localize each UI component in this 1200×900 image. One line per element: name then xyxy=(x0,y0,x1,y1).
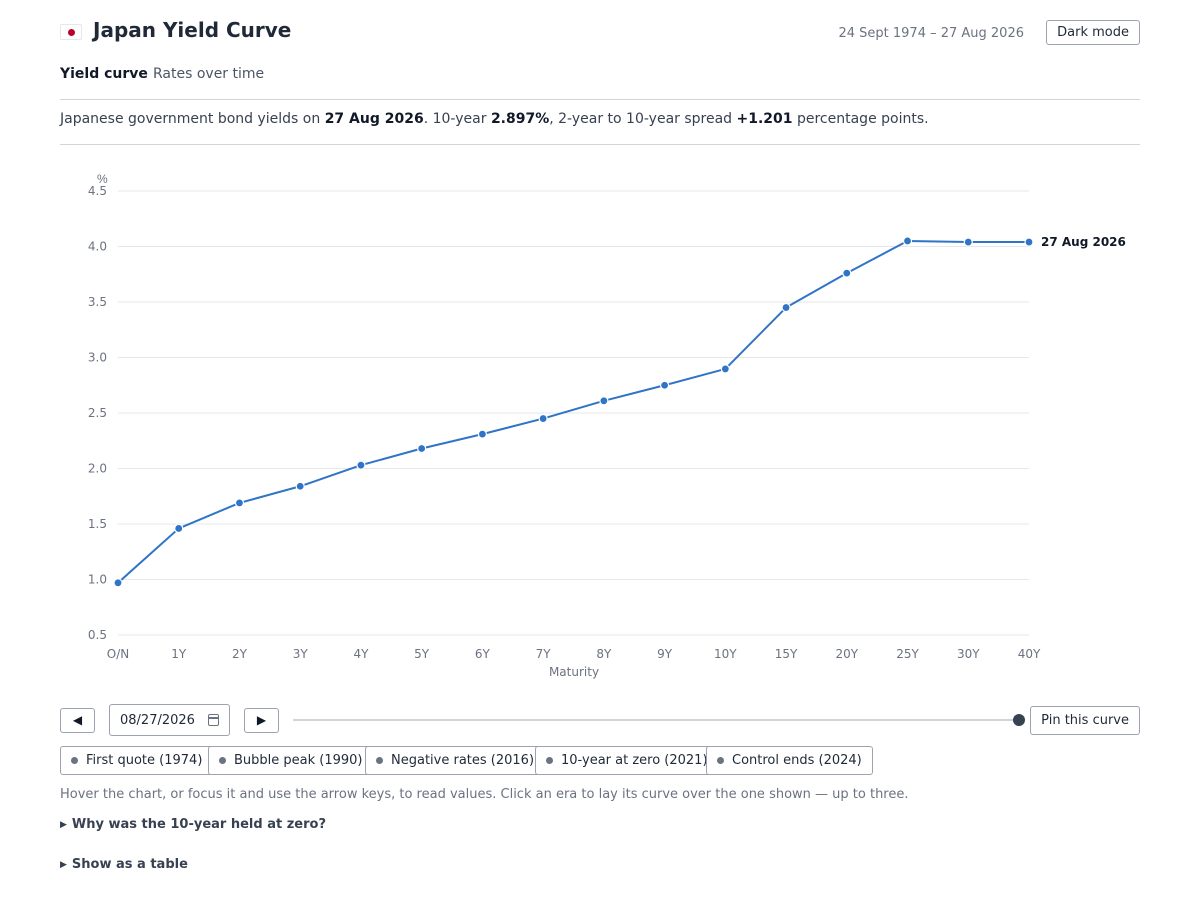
date-input[interactable]: 08/27/2026 xyxy=(109,704,230,736)
x-tick-label: 8Y xyxy=(596,647,612,661)
summary-ten-year: 2.897% xyxy=(490,111,550,127)
data-point[interactable] xyxy=(720,364,730,374)
summary-text: Japanese government bond yields on 27 Au… xyxy=(60,111,929,127)
x-tick-label: 5Y xyxy=(414,647,430,661)
details-ten-year-zero[interactable]: ▶ Why was the 10-year held at zero? xyxy=(60,817,326,832)
summary-spread: +1.201 xyxy=(736,111,793,127)
data-point[interactable] xyxy=(234,498,245,508)
era-dot-icon xyxy=(219,757,226,764)
data-point[interactable] xyxy=(963,237,973,247)
y-tick-label: 0.5 xyxy=(88,628,107,642)
date-input-value: 08/27/2026 xyxy=(120,713,195,728)
data-point[interactable] xyxy=(781,302,791,313)
era-dot-icon xyxy=(376,757,383,764)
y-tick-label: 2.0 xyxy=(88,462,107,476)
data-point[interactable] xyxy=(1024,237,1034,247)
series-line xyxy=(117,239,1029,584)
data-point[interactable] xyxy=(295,481,305,491)
japan-flag-icon xyxy=(60,24,82,40)
summary-date: 27 Aug 2026 xyxy=(324,111,424,127)
x-tick-label: 25Y xyxy=(896,647,919,661)
data-point[interactable] xyxy=(842,268,852,278)
series-end-label: 27 Aug 2026 xyxy=(1041,235,1126,249)
x-tick-label: 20Y xyxy=(835,647,858,661)
date-range: 24 Sept 1974 – 27 Aug 2026 xyxy=(838,26,1024,41)
x-tick-label: 10Y xyxy=(714,647,737,661)
data-point[interactable] xyxy=(659,380,670,390)
y-tick-label: 4.5 xyxy=(88,184,107,198)
x-tick-label: 9Y xyxy=(657,647,673,661)
data-point[interactable] xyxy=(113,578,123,588)
data-point[interactable] xyxy=(417,443,427,454)
y-axis: 0.5 1.0 1.5 2.0 2.5 3.0 3.5 4.0 4.5 xyxy=(88,184,107,642)
x-axis: O/N 1Y 2Y 3Y 4Y 5Y 6Y 7Y 8Y 9Y 10Y 15Y 20Y 25Y 30Y 40Y xyxy=(107,647,1041,661)
era-first-quote-button[interactable]: First quote (1974) xyxy=(60,746,214,775)
x-tick-label: 7Y xyxy=(536,647,552,661)
y-tick-label: 1.5 xyxy=(88,517,107,531)
data-point[interactable] xyxy=(174,523,184,534)
era-ten-year-zero-button[interactable]: 10-year at zero (2021) xyxy=(535,746,719,775)
data-point[interactable] xyxy=(538,413,548,424)
x-tick-label: 40Y xyxy=(1018,647,1041,661)
era-dot-icon xyxy=(71,757,78,764)
x-tick-label: 3Y xyxy=(293,647,309,661)
x-tick-label: 1Y xyxy=(171,647,187,661)
header: Japan Yield Curve 24 Sept 1974 – 27 Aug … xyxy=(60,18,1140,48)
x-tick-label: 30Y xyxy=(957,647,980,661)
tab-rates-over-time[interactable]: Rates over time xyxy=(153,66,265,82)
y-tick-label: 4.0 xyxy=(88,240,107,254)
series-layer: 27 Aug 2026 xyxy=(113,235,1126,588)
x-tick-label: 6Y xyxy=(475,647,491,661)
date-controls: ◀ 08/27/2026 ▶ Pin this curve xyxy=(60,704,1140,736)
y-axis-unit: % xyxy=(97,172,108,186)
disclosure-triangle-icon: ▶ xyxy=(60,860,67,870)
details-show-table[interactable]: ▶ Show as a table xyxy=(60,857,188,872)
x-axis-title: Maturity xyxy=(549,665,599,679)
date-slider-thumb[interactable] xyxy=(1013,714,1025,726)
x-tick-label: 15Y xyxy=(775,647,798,661)
data-point[interactable] xyxy=(356,460,366,470)
next-date-button[interactable]: ▶ xyxy=(244,708,279,733)
y-tick-label: 3.0 xyxy=(88,351,107,365)
calendar-icon[interactable] xyxy=(208,714,219,726)
era-negative-rates-button[interactable]: Negative rates (2016) xyxy=(365,746,546,775)
x-tick-label: 2Y xyxy=(232,647,248,661)
x-tick-label: O/N xyxy=(107,647,129,661)
x-tick-label: 4Y xyxy=(353,647,369,661)
grid xyxy=(118,190,1029,636)
data-point[interactable] xyxy=(599,396,609,406)
dark-mode-button[interactable]: Dark mode xyxy=(1046,20,1140,45)
usage-hint: Hover the chart, or focus it and use the… xyxy=(60,787,909,802)
disclosure-triangle-icon: ▶ xyxy=(60,820,67,830)
page-title: Japan Yield Curve xyxy=(93,18,292,42)
divider xyxy=(60,144,1140,145)
tab-yield-curve[interactable]: Yield curve xyxy=(60,66,148,82)
pin-curve-button[interactable]: Pin this curve xyxy=(1030,706,1140,735)
data-point[interactable] xyxy=(902,236,913,246)
previous-date-button[interactable]: ◀ xyxy=(60,708,95,733)
era-dot-icon xyxy=(546,757,553,764)
era-dot-icon xyxy=(717,757,724,764)
era-bubble-peak-button[interactable]: Bubble peak (1990) xyxy=(208,746,374,775)
divider xyxy=(60,99,1140,100)
y-tick-label: 2.5 xyxy=(88,406,107,420)
date-slider-track[interactable] xyxy=(293,719,1019,721)
yield-curve-chart[interactable]: 0.5 1.0 1.5 2.0 2.5 3.0 3.5 4.0 4.5 O/N 1Y 2Y 3Y 4Y 5… xyxy=(0,160,1200,690)
y-tick-label: 3.5 xyxy=(88,295,107,309)
era-control-ends-button[interactable]: Control ends (2024) xyxy=(706,746,873,775)
data-point[interactable] xyxy=(477,429,487,439)
y-tick-label: 1.0 xyxy=(88,573,107,587)
